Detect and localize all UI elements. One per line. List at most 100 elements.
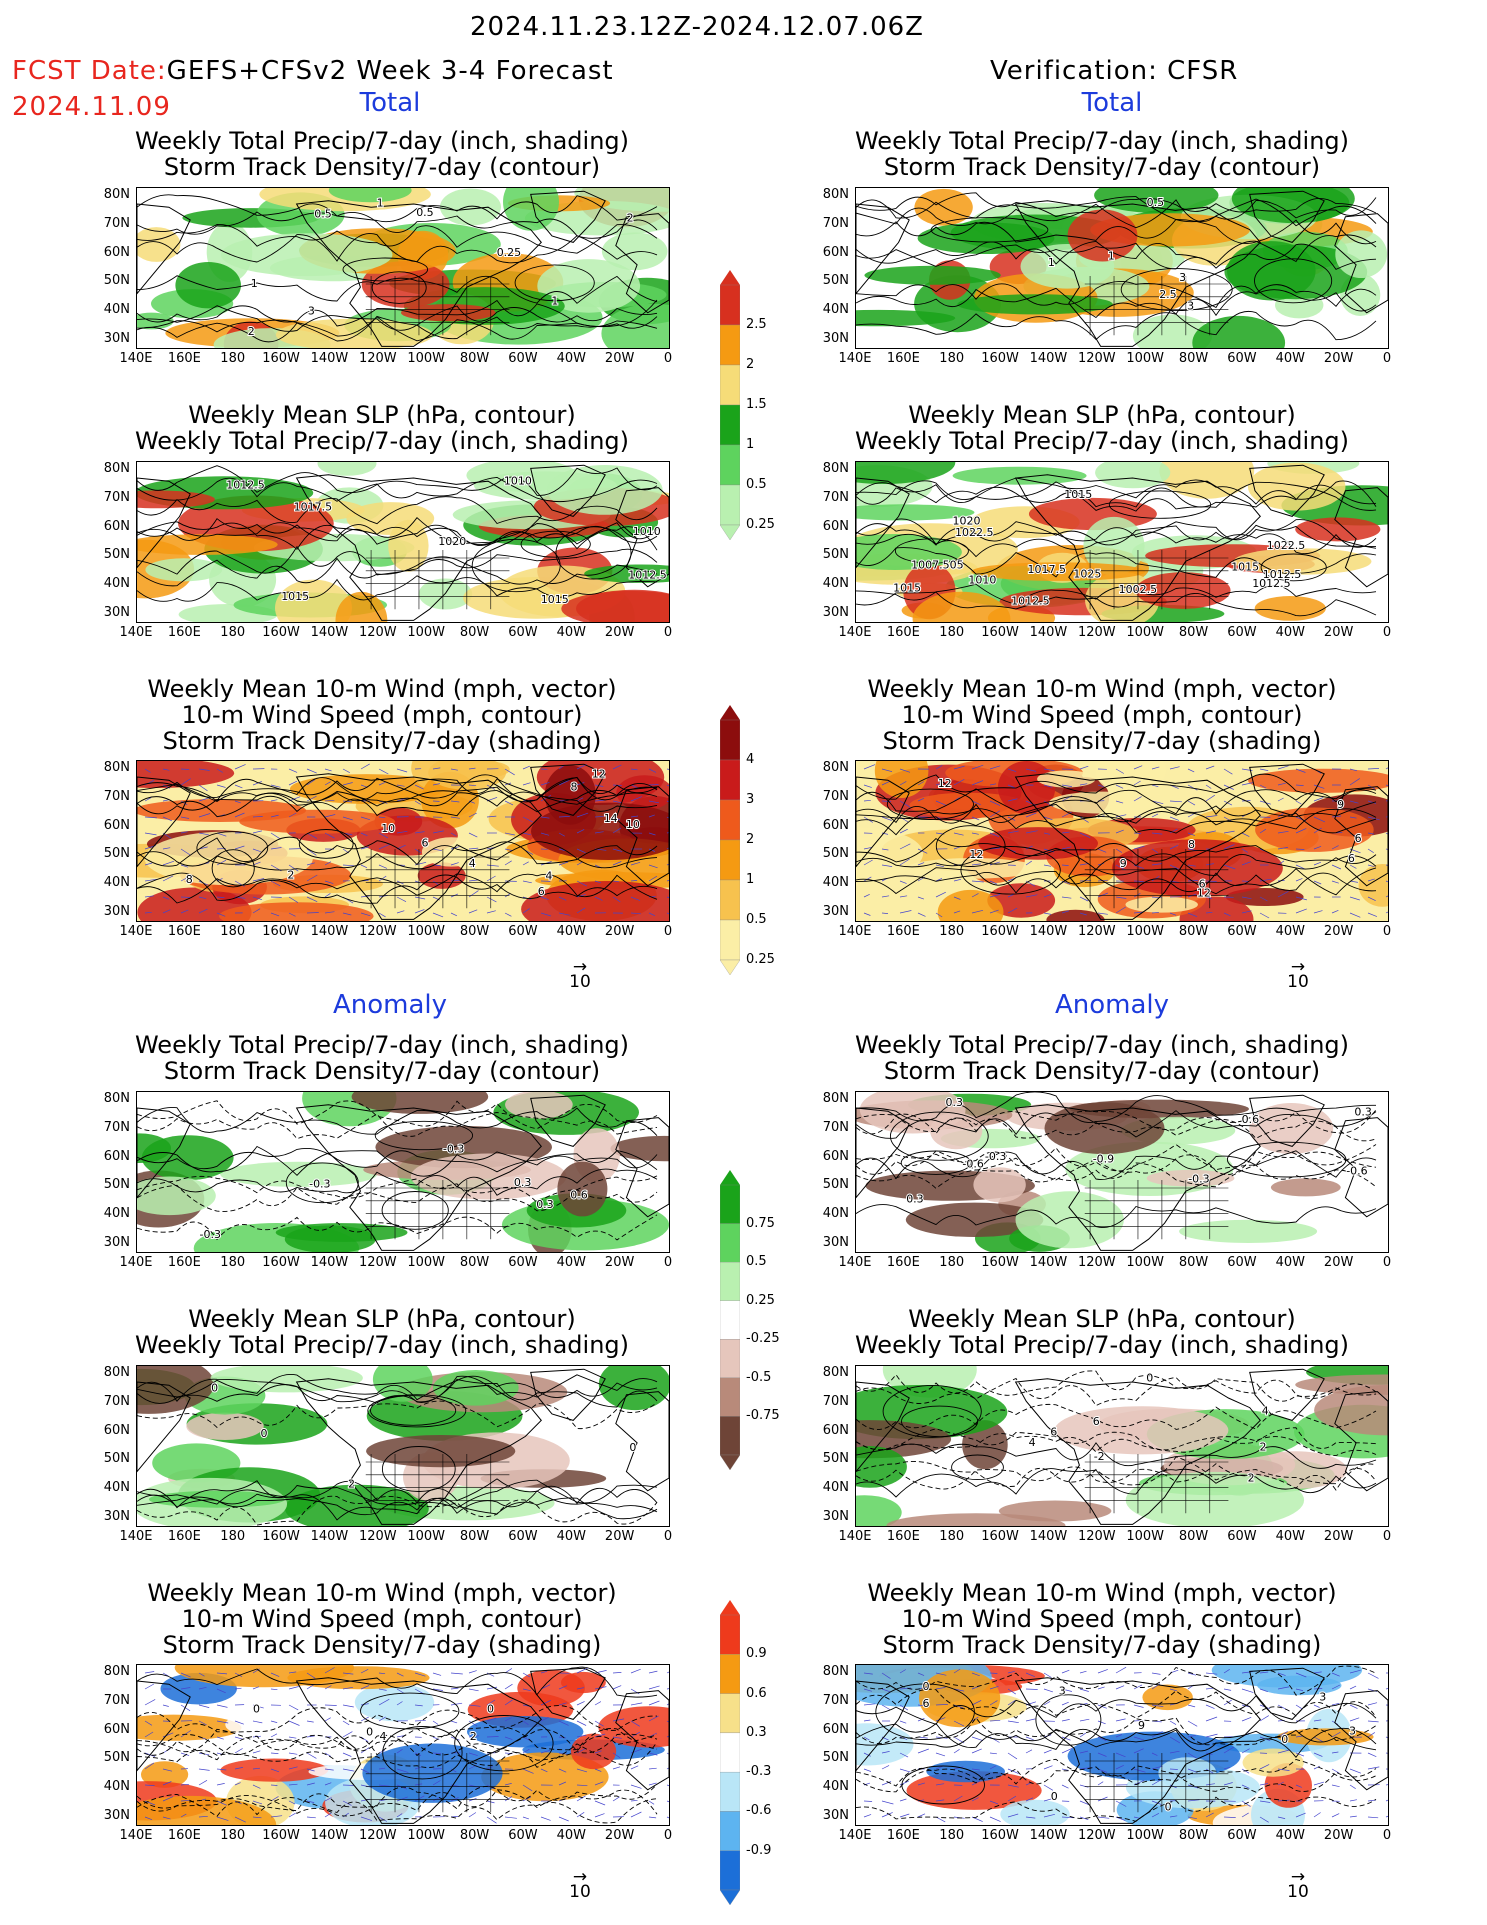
contour-label: 8 — [186, 873, 193, 886]
lon-tick: 180 — [220, 351, 246, 366]
vector-ref-r3: → 10 — [1287, 957, 1309, 993]
contour-label: 0.3 — [906, 1192, 924, 1205]
contour-label: 6 — [422, 837, 429, 850]
lon-tick: 160E — [167, 1529, 201, 1544]
lat-tick: 30N — [103, 1235, 130, 1250]
lat-tick: 70N — [822, 215, 849, 231]
lon-tick: 60W — [508, 1255, 538, 1270]
coastline-3 — [137, 477, 191, 569]
section-total-left: Total — [359, 88, 421, 118]
map-panel-r4: -0.6 -0.9 -0.3 0.3 0.6 -0.6 -0.3 0.3 0.3 — [855, 1091, 1389, 1253]
lon-tick: 140W — [1029, 625, 1068, 640]
lon-tick: 160E — [167, 1255, 201, 1270]
contour-label: 1012.5 — [1011, 595, 1050, 608]
lat-tick: 50N — [103, 273, 130, 289]
contour-label: 3 — [1349, 1725, 1356, 1738]
contour-label: 6 — [538, 885, 545, 898]
contour-label: 0 — [1146, 1372, 1153, 1385]
lon-tick: 20W — [1323, 1529, 1354, 1544]
colorbar-storm-total: 4 3 2 1 0.5 0.25 — [719, 705, 775, 979]
lon-tick: 0 — [1382, 1529, 1392, 1544]
lon-tick: 0 — [663, 924, 673, 939]
contour-label: 3 — [1059, 1684, 1066, 1697]
lon-tick: 160E — [886, 351, 920, 366]
lon-tick: 140E — [119, 1828, 153, 1843]
lon-tick: 180 — [220, 924, 246, 939]
lon-tick: 100W — [407, 924, 445, 939]
contour-label: 14 — [604, 812, 618, 825]
lon-tick: 160E — [886, 924, 920, 939]
title-r1: Weekly Total Precip/7-day (inch, shading… — [854, 127, 1349, 181]
coastline-3 — [856, 477, 910, 569]
contour-label: -0.6 — [1346, 1165, 1367, 1178]
lon-tick: 180 — [939, 924, 965, 939]
contour-label: 1015 — [281, 590, 309, 603]
lat-tick: 40N — [822, 1206, 849, 1222]
contour-label: 0.3 — [536, 1198, 554, 1211]
lon-tick: 120W — [358, 351, 397, 366]
lat-tick: 50N — [103, 1451, 130, 1467]
title-l6: Weekly Mean 10-m Wind (mph, vector) 10-m … — [147, 1579, 617, 1659]
lon-tick: 120W — [358, 625, 397, 640]
lon-tick: 120W — [358, 1255, 397, 1270]
contour-label: 0 — [1281, 1733, 1288, 1746]
lat-tick: 40N — [103, 576, 130, 592]
contour-label: 0.3 — [946, 1096, 964, 1109]
colorbar-label: 0.5 — [746, 912, 767, 927]
lat-tick: 40N — [103, 1206, 130, 1222]
contour-label: 4 — [1262, 1405, 1269, 1418]
lon-tick: 120W — [1077, 625, 1116, 640]
coastline-1 — [530, 190, 606, 243]
lon-tick: 80W — [459, 924, 490, 939]
lat-tick: 40N — [822, 875, 849, 891]
lon-tick: 140E — [838, 625, 872, 640]
lat-tick: 70N — [103, 489, 130, 505]
contour-label: 2 — [348, 1477, 355, 1490]
coastline-1 — [1249, 1368, 1325, 1421]
lon-tick: 140W — [1029, 1529, 1068, 1544]
contour-label: 2 — [470, 1730, 477, 1743]
coastline-0 — [295, 474, 542, 621]
contour-label: 1 — [251, 277, 258, 290]
contour-label: 2 — [287, 869, 294, 882]
lat-tick: 80N — [822, 461, 849, 476]
contour-label: 12 — [938, 777, 952, 790]
lat-tick: 80N — [103, 1664, 130, 1679]
lat-tick: 50N — [822, 1750, 849, 1766]
coastline-1 — [530, 1368, 606, 1421]
coastline-0 — [295, 773, 542, 920]
coastline-1 — [1249, 763, 1325, 816]
lat-tick: 40N — [103, 1779, 130, 1795]
contour-label: 4 — [380, 1730, 387, 1743]
contour-label: 4 — [469, 857, 476, 870]
contour-label: 1012.5 — [226, 478, 264, 491]
coastline-1 — [1249, 1094, 1325, 1147]
lon-tick: 0 — [663, 1828, 673, 1843]
coastline-2 — [615, 1117, 669, 1218]
title-l1: Weekly Total Precip/7-day (inch, shading… — [134, 127, 629, 181]
lon-tick: 160W — [981, 1828, 1019, 1843]
lon-tick: 80W — [1178, 625, 1209, 640]
lon-tick: 160W — [262, 924, 300, 939]
contour-label: -0.3 — [309, 1178, 330, 1191]
lon-tick: 40W — [556, 1828, 586, 1843]
coastline-3 — [137, 1680, 191, 1772]
map-panel-l5: 0 0 0 2 — [136, 1365, 670, 1527]
lat-tick: 60N — [822, 518, 849, 534]
lon-tick: 100W — [1126, 924, 1164, 939]
lon-tick: 0 — [663, 625, 673, 640]
contour-label: 2 — [1248, 1471, 1255, 1484]
lon-tick: 60W — [1227, 924, 1257, 939]
vector-ref-l3: → 10 — [569, 957, 591, 993]
lon-tick: 40W — [556, 351, 586, 366]
lat-tick: 80N — [822, 1664, 849, 1679]
lon-tick: 20W — [604, 1828, 635, 1843]
lon-tick: 120W — [1077, 924, 1116, 939]
date-range-title: 2024.11.23.12Z-2024.12.07.06Z — [470, 12, 924, 42]
lat-tick: 30N — [822, 605, 849, 620]
lat-tick: 70N — [103, 788, 130, 804]
contour-label: 0.25 — [497, 246, 522, 259]
lon-tick: 40W — [1275, 924, 1305, 939]
coastline-0 — [295, 1104, 542, 1251]
map-panel-l2: 1015 1012.5 1012.5 1010 1015 1010 1017.5 1020 — [136, 461, 670, 623]
